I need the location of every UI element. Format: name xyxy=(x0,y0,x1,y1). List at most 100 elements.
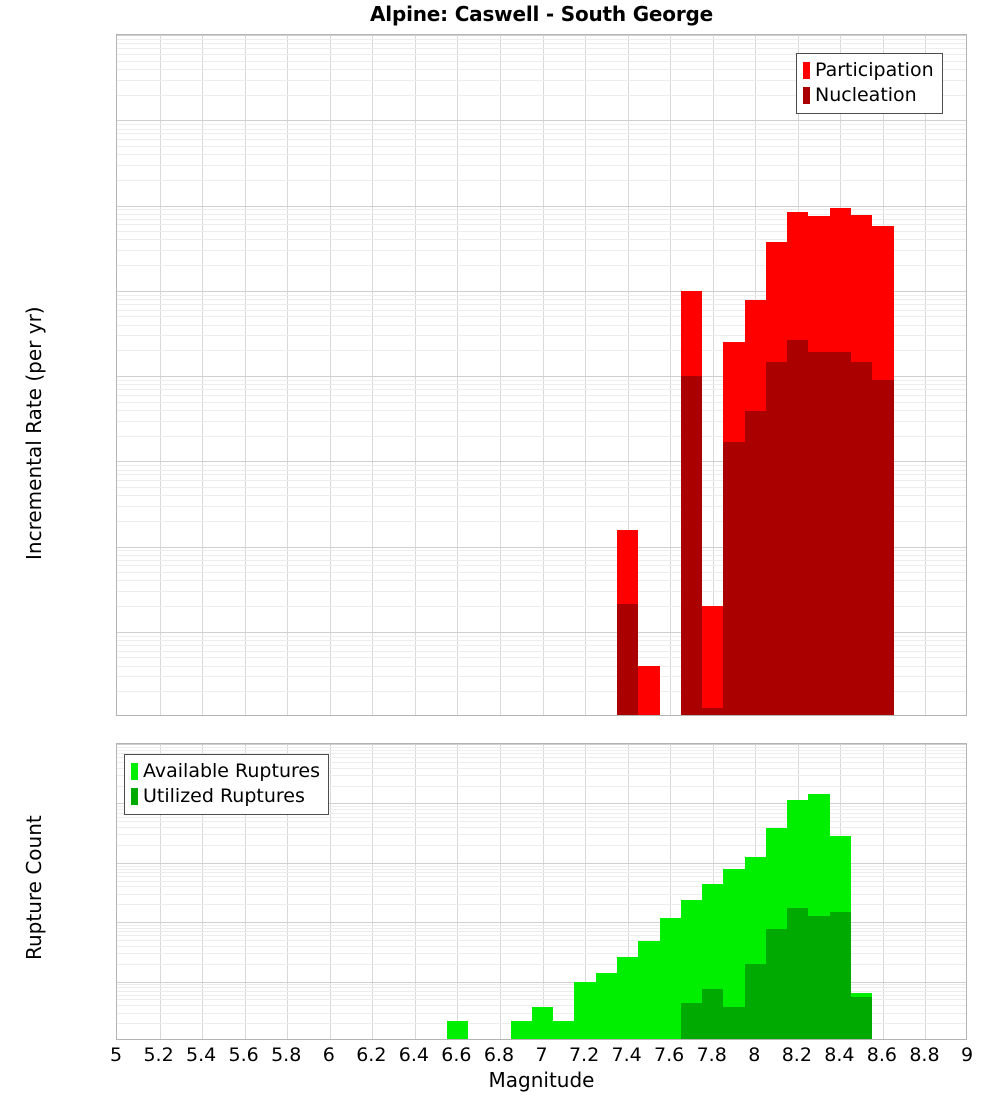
legend-item-available-ruptures: Available Ruptures xyxy=(131,759,320,784)
gridline-horizontal-minor xyxy=(117,565,966,567)
gridline-horizontal-minor xyxy=(117,940,966,942)
bar-available-ruptures xyxy=(510,1021,532,1039)
gridline-horizontal-minor xyxy=(117,384,966,386)
gridline-horizontal-minor xyxy=(117,60,966,62)
bar-available-ruptures xyxy=(531,1006,554,1039)
gridline-horizontal-minor xyxy=(117,580,966,582)
bar-participation xyxy=(702,606,724,715)
gridline-horizontal-minor xyxy=(117,880,966,882)
legend-item-utilized-ruptures: Utilized Ruptures xyxy=(131,784,320,809)
bar-nucleation xyxy=(723,441,745,715)
gridline-vertical xyxy=(287,35,289,715)
xaxis-title: Magnitude xyxy=(488,1068,595,1092)
legend-incremental-rate: Participation Nucleation xyxy=(796,53,943,114)
legend-item-participation: Participation xyxy=(803,58,934,83)
gridline-vertical xyxy=(414,35,416,715)
gridline-horizontal-minor xyxy=(117,827,966,829)
gridline-horizontal-minor xyxy=(117,904,966,906)
gridline-horizontal-minor xyxy=(117,945,966,947)
bar-nucleation xyxy=(744,410,766,715)
xaxis-tick-label: 5 xyxy=(109,1044,123,1066)
gridline-horizontal-major xyxy=(117,290,966,292)
gridline-horizontal-minor xyxy=(117,139,966,141)
gridline-vertical xyxy=(372,744,374,1039)
xaxis-tick-label: 6.8 xyxy=(483,1044,515,1066)
xaxis-tick-label: 5.8 xyxy=(271,1044,302,1066)
gridline-horizontal-minor xyxy=(117,757,966,759)
bar-utilized-ruptures xyxy=(787,908,809,1039)
gridline-horizontal-minor xyxy=(117,550,966,552)
gridline-vertical xyxy=(499,744,501,1039)
incremental-rate-plot-area xyxy=(117,35,966,715)
gridline-horizontal-minor xyxy=(117,465,966,467)
xaxis-tick-label: 8.2 xyxy=(781,1044,812,1066)
gridline-horizontal-minor xyxy=(117,775,966,777)
gridline-horizontal-major xyxy=(117,35,966,36)
xaxis-tick-label: 5.6 xyxy=(228,1044,259,1066)
gridline-horizontal-major xyxy=(117,744,966,745)
gridline-horizontal-minor xyxy=(117,844,966,846)
gridline-horizontal-minor xyxy=(117,559,966,561)
gridline-horizontal-minor xyxy=(117,335,966,337)
gridline-vertical xyxy=(585,744,587,1039)
gridline-horizontal-minor xyxy=(117,868,966,870)
gridline-horizontal-minor xyxy=(117,401,966,403)
xaxis-tick-label: 7.4 xyxy=(611,1044,642,1066)
gridline-horizontal-minor xyxy=(117,821,966,823)
legend-label: Nucleation xyxy=(815,84,917,106)
gridline-horizontal-minor xyxy=(117,324,966,326)
yaxis-ticks-rupture-count: 105104103102101100 xyxy=(0,0,112,1060)
gridline-horizontal-minor xyxy=(117,999,966,1001)
xaxis-tick-label: 8.6 xyxy=(866,1044,897,1066)
bar-available-ruptures xyxy=(574,982,596,1039)
gridline-vertical xyxy=(457,35,459,715)
gridline-horizontal-minor xyxy=(117,420,966,422)
gridline-vertical xyxy=(159,35,161,715)
bar-nucleation xyxy=(680,375,703,715)
gridline-horizontal-minor xyxy=(117,963,966,965)
gridline-horizontal-minor xyxy=(117,1005,966,1007)
gridline-horizontal-minor xyxy=(117,209,966,211)
gridline-horizontal-minor xyxy=(117,350,966,352)
gridline-horizontal-minor xyxy=(117,806,966,808)
xaxis-tick-label: 7 xyxy=(535,1044,548,1066)
bar-available-ruptures xyxy=(553,1021,575,1039)
bar-nucleation xyxy=(850,361,873,715)
xaxis-tick-label: 7.2 xyxy=(568,1044,600,1066)
gridline-horizontal-minor xyxy=(117,79,966,81)
gridline-horizontal-minor xyxy=(117,984,966,986)
gridline-vertical xyxy=(882,744,884,1039)
bar-nucleation xyxy=(702,708,724,715)
gridline-horizontal-minor xyxy=(117,486,966,488)
bar-nucleation xyxy=(765,361,788,715)
incremental-rate-plot xyxy=(116,34,967,716)
gridline-horizontal-minor xyxy=(117,927,966,929)
legend-item-nucleation: Nucleation xyxy=(803,83,934,108)
gridline-horizontal-major xyxy=(117,981,966,983)
gridline-horizontal-major xyxy=(117,376,966,377)
bar-available-ruptures xyxy=(723,868,745,1039)
gridline-horizontal-minor xyxy=(117,379,966,381)
rupture-count-plot xyxy=(116,743,967,1040)
xaxis-tick-label: 7.6 xyxy=(654,1044,685,1066)
gridline-vertical xyxy=(329,744,331,1039)
gridline-horizontal-minor xyxy=(117,239,966,241)
gridline-horizontal-minor xyxy=(117,224,966,226)
gridline-horizontal-minor xyxy=(117,816,966,818)
xaxis-tick-label: 5.2 xyxy=(143,1044,174,1066)
bar-utilized-ruptures xyxy=(829,911,851,1039)
gridline-vertical xyxy=(627,35,629,715)
gridline-horizontal-minor xyxy=(117,785,966,787)
gridline-horizontal-minor xyxy=(117,409,966,411)
gridline-horizontal-minor xyxy=(117,231,966,233)
gridline-vertical xyxy=(627,744,629,1039)
gridline-horizontal-minor xyxy=(117,145,966,147)
bar-utilized-ruptures xyxy=(723,1006,745,1039)
gridline-horizontal-major xyxy=(117,631,966,633)
gridline-vertical xyxy=(925,744,927,1039)
gridline-vertical xyxy=(202,744,204,1039)
gridline-horizontal-major xyxy=(117,803,966,805)
rupture-count-plot-area xyxy=(117,744,966,1039)
gridline-vertical xyxy=(670,744,672,1039)
gridline-horizontal-minor xyxy=(117,128,966,130)
